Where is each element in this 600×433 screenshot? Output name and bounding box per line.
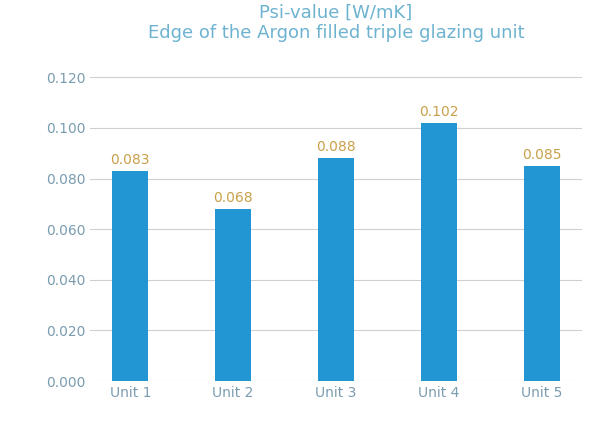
Text: 0.102: 0.102 (419, 105, 458, 119)
Bar (421, 123, 457, 381)
Text: 0.068: 0.068 (214, 191, 253, 205)
Bar (215, 209, 251, 381)
Title: Psi-value [W/mK]
Edge of the Argon filled triple glazing unit: Psi-value [W/mK] Edge of the Argon fille… (148, 3, 524, 42)
Text: 0.085: 0.085 (522, 148, 562, 162)
Bar (112, 171, 148, 381)
Bar (524, 166, 560, 381)
Bar (318, 158, 354, 381)
Text: 0.083: 0.083 (110, 153, 150, 167)
Text: 0.088: 0.088 (316, 140, 356, 155)
